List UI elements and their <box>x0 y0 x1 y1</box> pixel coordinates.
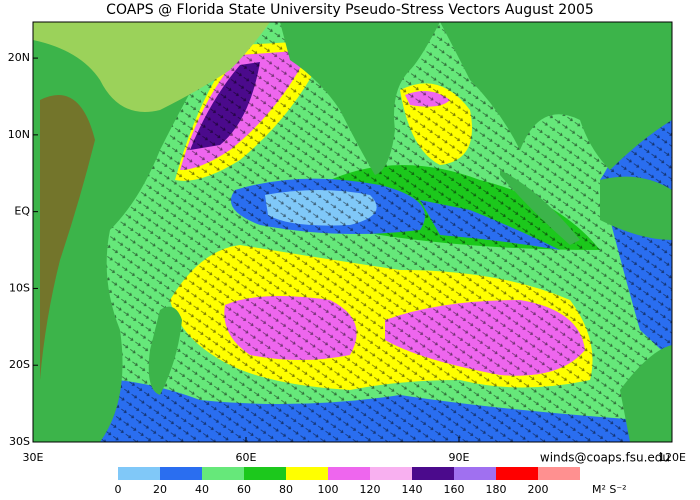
colorbar-units: M² S⁻² <box>592 483 627 496</box>
colorbar-swatch <box>412 467 454 480</box>
land-arabia <box>33 22 270 112</box>
land-australia <box>620 345 672 442</box>
y-tick-label: 20N <box>8 51 30 64</box>
y-tick-label: EQ <box>14 205 30 218</box>
colorbar-swatch <box>370 467 412 480</box>
y-tick-label: 10N <box>8 128 30 141</box>
x-tick-label: 30E <box>23 451 44 464</box>
colorbar-label: 200 <box>528 483 549 496</box>
colorbar-label: 140 <box>402 483 423 496</box>
colorbar-swatch <box>160 467 202 480</box>
land-sumatra <box>500 170 580 245</box>
colorbar-label: 0 <box>115 483 122 496</box>
colorbar-label: 160 <box>444 483 465 496</box>
colorbar-label: 80 <box>279 483 293 496</box>
colorbar-swatch <box>454 467 496 480</box>
colorbar-swatch <box>538 467 580 480</box>
colorbar-swatch <box>244 467 286 480</box>
colorbar-swatch <box>496 467 538 480</box>
x-tick-label: 60E <box>236 451 257 464</box>
title: COAPS @ Florida State University Pseudo-… <box>106 2 594 18</box>
colorbar-label: 100 <box>318 483 339 496</box>
colorbar-label: 20 <box>153 483 167 496</box>
x-tick-label: 120E <box>658 451 686 464</box>
x-tick-label: 90E <box>449 451 470 464</box>
land-se-asia <box>440 22 672 170</box>
y-tick-label: 20S <box>9 358 30 371</box>
land-borneo <box>600 176 672 240</box>
y-tick-label: 30S <box>9 435 30 448</box>
colorbar-label: 120 <box>360 483 381 496</box>
contact: winds@coaps.fsu.edu <box>540 451 670 465</box>
map-frame <box>32 21 673 443</box>
map-area <box>33 22 672 442</box>
colorbar-label: 180 <box>486 483 507 496</box>
colorbar-swatch <box>118 467 160 480</box>
y-tick-label: 10S <box>9 281 30 294</box>
colorbar-swatch <box>202 467 244 480</box>
colorbar-label: 60 <box>237 483 251 496</box>
land-india <box>280 22 440 175</box>
colorbar-swatch <box>286 467 328 480</box>
colorbar-label: 40 <box>195 483 209 496</box>
colorbar-swatch <box>328 467 370 480</box>
land-madagascar <box>148 306 182 395</box>
land-relief <box>40 95 95 380</box>
